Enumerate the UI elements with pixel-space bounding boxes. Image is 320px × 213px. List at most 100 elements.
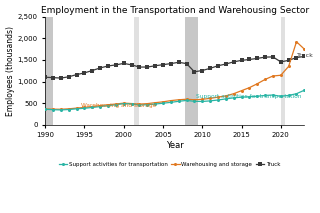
- Truck: [43, 76, 47, 78]
- Warehousing and storage: [302, 48, 306, 50]
- Support activities for transportation: [51, 108, 55, 111]
- Support activities for transportation: [247, 95, 251, 98]
- Warehousing and storage: [224, 95, 228, 97]
- Support activities for transportation: [75, 108, 78, 110]
- Support activities for transportation: [177, 100, 180, 103]
- Support activities for transportation: [200, 100, 204, 103]
- Truck: [145, 66, 149, 68]
- Support activities for transportation: [114, 104, 118, 106]
- Support activities for transportation: [263, 94, 267, 97]
- Truck: [91, 69, 94, 72]
- Warehousing and storage: [153, 101, 157, 104]
- Support activities for transportation: [193, 100, 196, 103]
- Warehousing and storage: [279, 74, 283, 76]
- Support activities for transportation: [138, 104, 141, 106]
- Warehousing and storage: [240, 89, 244, 92]
- Truck: [83, 72, 86, 74]
- Support activities for transportation: [255, 95, 259, 98]
- Truck: [240, 59, 244, 62]
- Support activities for transportation: [232, 96, 236, 99]
- Support activities for transportation: [59, 109, 63, 111]
- Line: Support activities for transportation: Support activities for transportation: [44, 89, 306, 111]
- Support activities for transportation: [279, 95, 283, 98]
- Truck: [279, 60, 283, 63]
- Support activities for transportation: [83, 107, 86, 109]
- Support activities for transportation: [271, 94, 275, 96]
- Text: Warehousing and storage: Warehousing and storage: [81, 103, 156, 108]
- Bar: [45, 17, 53, 125]
- Truck: [106, 65, 110, 67]
- Warehousing and storage: [295, 40, 299, 43]
- Truck: [75, 73, 78, 76]
- Warehousing and storage: [83, 106, 86, 109]
- Truck: [177, 61, 180, 63]
- Bar: [281, 17, 285, 125]
- Warehousing and storage: [114, 103, 118, 105]
- Truck: [295, 56, 299, 59]
- Truck: [200, 69, 204, 72]
- Warehousing and storage: [208, 97, 212, 100]
- Truck: [287, 59, 291, 62]
- Truck: [169, 62, 173, 65]
- Support activities for transportation: [67, 108, 71, 111]
- Truck: [114, 64, 118, 66]
- Support activities for transportation: [98, 105, 102, 108]
- Warehousing and storage: [138, 103, 141, 105]
- Truck: [193, 71, 196, 73]
- Warehousing and storage: [145, 102, 149, 105]
- Warehousing and storage: [263, 78, 267, 81]
- Support activities for transportation: [224, 98, 228, 100]
- Support activities for transportation: [185, 99, 188, 102]
- Support activities for transportation: [153, 103, 157, 105]
- Warehousing and storage: [287, 65, 291, 68]
- Warehousing and storage: [247, 86, 251, 89]
- Warehousing and storage: [75, 107, 78, 109]
- Bar: [133, 17, 139, 125]
- Support activities for transportation: [122, 102, 126, 105]
- Warehousing and storage: [106, 104, 110, 106]
- Truck: [263, 56, 267, 58]
- Warehousing and storage: [169, 99, 173, 102]
- Support activities for transportation: [240, 96, 244, 98]
- Truck: [138, 66, 141, 68]
- Truck: [153, 65, 157, 67]
- Line: Warehousing and storage: Warehousing and storage: [44, 40, 306, 111]
- Text: Support activities for transportation: Support activities for transportation: [196, 94, 301, 99]
- Truck: [224, 63, 228, 65]
- Truck: [122, 62, 126, 65]
- Truck: [59, 77, 63, 79]
- Truck: [216, 65, 220, 67]
- Warehousing and storage: [161, 101, 165, 103]
- Warehousing and storage: [91, 105, 94, 108]
- Truck: [271, 56, 275, 58]
- Text: Truck: Truck: [297, 53, 314, 58]
- Truck: [67, 75, 71, 78]
- Warehousing and storage: [98, 104, 102, 107]
- Truck: [185, 62, 188, 65]
- Warehousing and storage: [271, 75, 275, 77]
- Warehousing and storage: [59, 108, 63, 111]
- Support activities for transportation: [216, 99, 220, 101]
- Warehousing and storage: [185, 98, 188, 101]
- Warehousing and storage: [43, 108, 47, 110]
- Support activities for transportation: [295, 92, 299, 95]
- Warehousing and storage: [51, 108, 55, 111]
- Support activities for transportation: [91, 106, 94, 109]
- Warehousing and storage: [255, 82, 259, 85]
- Truck: [51, 76, 55, 79]
- Support activities for transportation: [145, 104, 149, 106]
- X-axis label: Year: Year: [166, 141, 184, 150]
- Warehousing and storage: [232, 92, 236, 95]
- Truck: [302, 55, 306, 58]
- Warehousing and storage: [122, 102, 126, 104]
- Bar: [185, 17, 198, 125]
- Warehousing and storage: [200, 98, 204, 101]
- Title: Employment in the Transportation and Warehousing Sector: Employment in the Transportation and War…: [41, 6, 309, 14]
- Support activities for transportation: [43, 108, 47, 111]
- Warehousing and storage: [177, 98, 180, 101]
- Truck: [98, 67, 102, 69]
- Y-axis label: Employees (thousands): Employees (thousands): [5, 26, 14, 116]
- Truck: [232, 60, 236, 63]
- Support activities for transportation: [106, 104, 110, 107]
- Warehousing and storage: [216, 96, 220, 98]
